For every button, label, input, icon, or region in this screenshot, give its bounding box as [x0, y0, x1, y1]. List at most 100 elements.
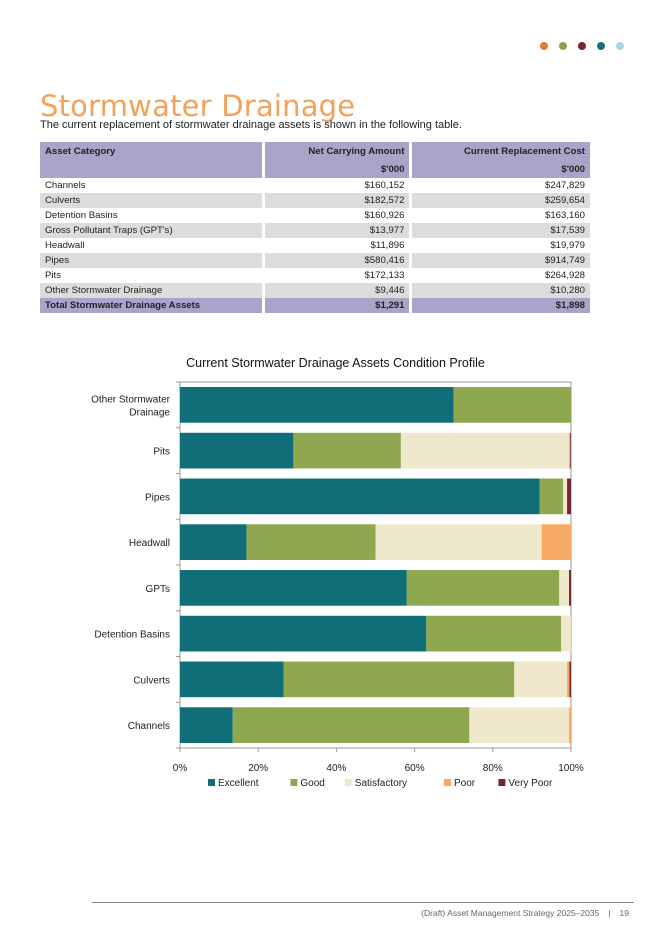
unit-net-carrying: $'000 — [262, 160, 410, 178]
cell-replacement-cost: $259,654 — [409, 193, 590, 208]
legend-label: Good — [300, 778, 324, 789]
legend-swatch — [498, 779, 506, 786]
bar-segment — [559, 570, 570, 606]
cell-asset-category: Pipes — [40, 253, 263, 268]
unit-replacement-cost: $'000 — [409, 160, 590, 178]
assets-table: Asset Category Net Carrying Amount Curre… — [40, 142, 590, 313]
bar-segment — [539, 478, 564, 515]
cell-net-carrying: $11,896 — [262, 238, 409, 253]
category-label: Headwall — [129, 538, 170, 549]
chart-title: Current Stormwater Drainage Assets Condi… — [186, 356, 485, 370]
table-row: Channels $160,152 $247,829 — [40, 178, 590, 193]
cell-net-carrying: $182,572 — [262, 193, 410, 208]
bar-segment — [561, 615, 571, 652]
header-dots — [540, 42, 624, 50]
bar-segment — [569, 432, 571, 469]
legend-swatch — [208, 779, 215, 786]
bar-segment — [375, 524, 542, 560]
header-replacement-cost: Current Replacement Cost — [409, 142, 590, 160]
cell-net-carrying: $160,926 — [262, 208, 409, 223]
intro-text: The current replacement of stormwater dr… — [40, 119, 462, 131]
table-row: Pits $172,133 $264,928 — [40, 268, 590, 283]
bar-segment — [180, 707, 233, 743]
unit-asset-category — [40, 160, 263, 178]
bar-segment — [180, 432, 294, 469]
table-row: Culverts $182,572 $259,654 — [40, 193, 590, 208]
footer-separator: | — [608, 908, 611, 918]
header-dot — [559, 42, 567, 50]
category-label: Channels — [128, 721, 170, 732]
cell-net-carrying: $580,416 — [262, 253, 410, 268]
legend-swatch — [344, 779, 352, 786]
bar-segment — [541, 524, 571, 560]
category-label: Other Stormwater Drainage — [91, 394, 171, 418]
x-tick-label: 40% — [326, 763, 346, 774]
bar-segment — [180, 478, 540, 515]
cell-replacement-cost: $10,280 — [409, 283, 590, 298]
cell-replacement-cost: $17,539 — [409, 223, 590, 238]
x-tick-label: 100% — [558, 763, 584, 774]
table-units-row: $'000 $'000 — [40, 160, 590, 178]
x-tick-label: 60% — [405, 763, 425, 774]
x-tick-label: 0% — [173, 763, 188, 774]
total-label: Total Stormwater Drainage Assets — [40, 298, 263, 313]
page-footer: (Draft) Asset Management Strategy 2025–2… — [421, 908, 629, 918]
header-dot — [578, 42, 586, 50]
cell-asset-category: Gross Pollutant Traps (GPT's) — [40, 223, 263, 238]
cell-net-carrying: $13,977 — [262, 223, 410, 238]
bar-segment — [400, 432, 570, 469]
header-dot — [597, 42, 605, 50]
legend-label: Poor — [454, 778, 476, 789]
bar-segment — [570, 432, 572, 469]
page-number: 19 — [619, 908, 629, 918]
x-tick-label: 80% — [483, 763, 503, 774]
bar-segment — [567, 661, 570, 698]
bar-segment — [567, 478, 571, 515]
category-label: GPTs — [146, 584, 170, 595]
table-row: Headwall $11,896 $19,979 — [40, 238, 590, 253]
cell-replacement-cost: $247,829 — [409, 178, 590, 193]
category-label: Detention Basins — [94, 630, 170, 641]
cell-asset-category: Detention Basins — [45, 210, 118, 221]
table-header-row: Asset Category Net Carrying Amount Curre… — [40, 142, 590, 160]
bar-segment — [180, 615, 427, 652]
bar-segment — [180, 387, 454, 423]
bar-segment — [406, 570, 560, 606]
bar-segment — [453, 387, 571, 423]
table-row: Detention Basins $160,926 $163,160 — [40, 208, 590, 223]
condition-chart: Current Stormwater Drainage Assets Condi… — [0, 348, 669, 808]
bar-segment — [180, 570, 407, 606]
table-total-row: Total Stormwater Drainage Assets $1,291 … — [40, 298, 590, 313]
bar-segment — [569, 570, 571, 606]
cell-asset-category: Other Stormwater Drainage — [40, 283, 263, 298]
legend-label: Satisfactory — [355, 778, 407, 789]
cell-net-carrying: $160,152 — [262, 178, 409, 193]
bar-segment — [180, 661, 284, 698]
bar-segment — [563, 478, 568, 515]
cell-asset-category: Channels — [45, 180, 86, 191]
cell-replacement-cost: $163,160 — [409, 208, 590, 223]
header-dot — [616, 42, 624, 50]
cell-asset-category: Headwall — [45, 240, 85, 251]
cell-replacement-cost: $19,979 — [409, 238, 590, 253]
x-tick-label: 20% — [248, 763, 268, 774]
bar-segment — [293, 432, 401, 469]
page-title: Stormwater Drainage — [40, 89, 356, 124]
legend-swatch — [290, 779, 298, 786]
legend-swatch — [444, 779, 451, 786]
bar-segment — [569, 661, 571, 698]
total-replacement-cost: $1,898 — [409, 298, 590, 313]
category-label: Culverts — [133, 675, 170, 686]
legend-label: Excellent — [218, 778, 259, 789]
category-label: Pits — [153, 447, 170, 458]
bar-segment — [426, 615, 562, 652]
header-asset-category: Asset Category — [40, 142, 263, 160]
cell-replacement-cost: $264,928 — [409, 268, 590, 283]
bar-segment — [514, 661, 568, 698]
bar-segment — [232, 707, 470, 743]
table-row: Pipes $580,416 $914,749 — [40, 253, 590, 268]
bar-segment — [469, 707, 570, 743]
header-dot — [540, 42, 548, 50]
table-row: Other Stormwater Drainage $9,446 $10,280 — [40, 283, 590, 298]
footer-text: (Draft) Asset Management Strategy 2025–2… — [421, 908, 600, 918]
